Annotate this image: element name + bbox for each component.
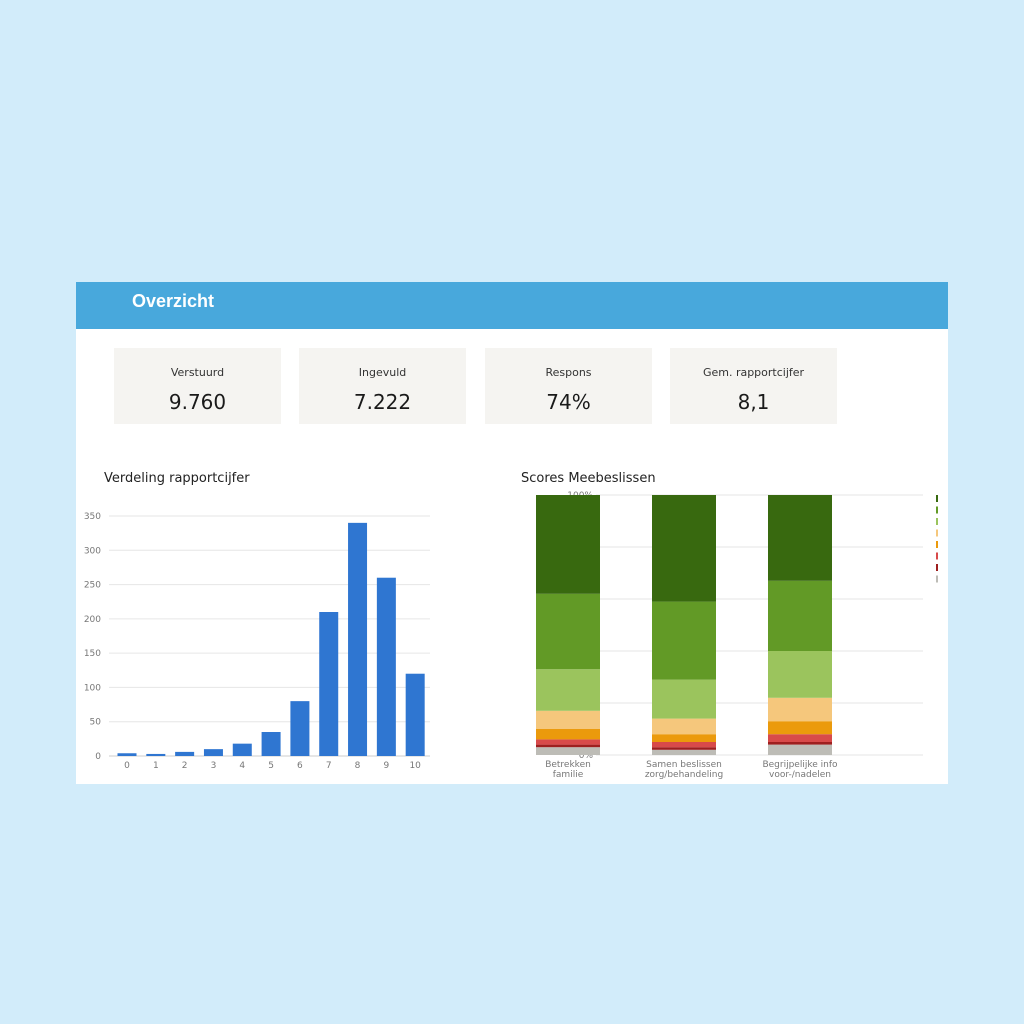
kpi-label: Respons [545,366,592,379]
histogram-bar [175,751,195,756]
kpi-card-respons: Respons 74% [485,348,652,424]
kpi-value: 74% [546,390,591,414]
kpi-card-verstuurd: Verstuurd 9.760 [114,348,281,424]
stacked-segment [536,593,600,670]
overview-panel: Overzicht Verstuurd 9.760 Ingevuld 7.222… [76,282,948,784]
histogram-bar [405,673,425,756]
stacked-segment [768,721,832,735]
x-tick-label: 9 [383,761,389,771]
legend-swatch [936,541,938,548]
kpi-value: 8,1 [737,390,770,414]
stacked-bar-chart: 0%20%40%60%80%100%BetrekkenfamilieSamen … [536,491,938,780]
x-tick-label: zorg/behandeling [645,770,723,780]
stacked-segment [536,747,600,755]
legend-swatch [936,529,938,537]
stacked-segment [652,718,716,735]
stacked-segment [768,734,832,742]
x-tick-label: 7 [326,761,332,771]
stacked-segment [768,742,832,745]
stacked-segment [536,669,600,711]
stacked-segment [768,495,832,581]
histogram-chart: 0 50 100 150 200 250 300 350 0 1 2 3 4 5 6 7 8 9 10 [84,512,430,771]
histogram-bar [203,749,223,756]
stacked-segment [652,749,716,755]
legend-swatch [936,552,938,560]
histogram-bar [232,743,252,756]
y-tick-label: 150 [84,649,101,659]
legend-swatch [936,518,938,525]
x-tick-label: 6 [297,761,303,771]
stacked-segment [768,580,832,651]
y-tick-label: 300 [84,546,101,556]
histogram-bar [290,701,310,756]
stacked-segment [652,495,716,602]
stacked-segment [536,729,600,740]
histogram-bar [319,612,339,756]
stacked-segment [536,744,600,748]
stacked-segment [768,651,832,698]
legend-swatch [936,575,938,583]
kpi-card-ingevuld: Ingevuld 7.222 [299,348,466,424]
y-tick-label: 200 [84,615,101,625]
kpi-card-gem-rapportcijfer: Gem. rapportcijfer 8,1 [670,348,837,424]
y-tick-label: 0% [579,751,594,761]
x-tick-label: voor-/nadelen [769,770,831,780]
stacked-segment [536,739,600,745]
stacked-segment [768,697,832,722]
x-tick-label: 1 [153,761,159,771]
histogram-bar [117,753,137,756]
overview-header: Overzicht [76,282,948,329]
stacked-segment [652,734,716,742]
histogram-bar [146,753,166,756]
stacked-segment [652,601,716,680]
y-tick-label: 50 [90,718,102,728]
stacked-segment [768,744,832,755]
legend-swatch [936,564,938,571]
x-tick-label: 2 [182,761,188,771]
stacked-segment [536,495,600,594]
kpi-value: 7.222 [353,390,412,414]
x-tick-label: 4 [239,761,245,771]
kpi-label: Gem. rapportcijfer [702,366,805,379]
x-tick-label: 8 [355,761,361,771]
x-tick-label: 5 [268,761,274,771]
legend-swatch [936,506,938,514]
stacked-segment [652,679,716,719]
x-tick-label: familie [553,770,584,780]
stacked-segment [652,742,716,748]
histogram-bar [376,577,396,756]
kpi-value: 9.760 [168,390,227,414]
x-tick-label: Begrijpelijke info [762,760,838,770]
y-tick-label: 100 [84,683,101,693]
x-tick-label: Betrekken [545,760,591,770]
x-tick-label: 10 [409,761,421,771]
stacked-chart-title: Scores Meebeslissen [521,471,656,486]
y-tick-label: 250 [84,581,101,591]
x-tick-label: 0 [124,761,130,771]
page-title: Overzicht [132,291,215,311]
y-tick-label: 0 [95,752,101,762]
histogram-title: Verdeling rapportcijfer [104,471,250,486]
histogram-bar [348,522,368,756]
kpi-label: Verstuurd [170,366,225,379]
histogram-bar [261,732,281,756]
x-tick-label: 3 [211,761,217,771]
stacked-segment [536,710,600,729]
y-tick-label: 350 [84,512,101,522]
kpi-label: Ingevuld [358,366,407,379]
legend-swatch [936,495,938,502]
stacked-segment [652,747,716,750]
x-tick-label: Samen beslissen [646,760,722,770]
